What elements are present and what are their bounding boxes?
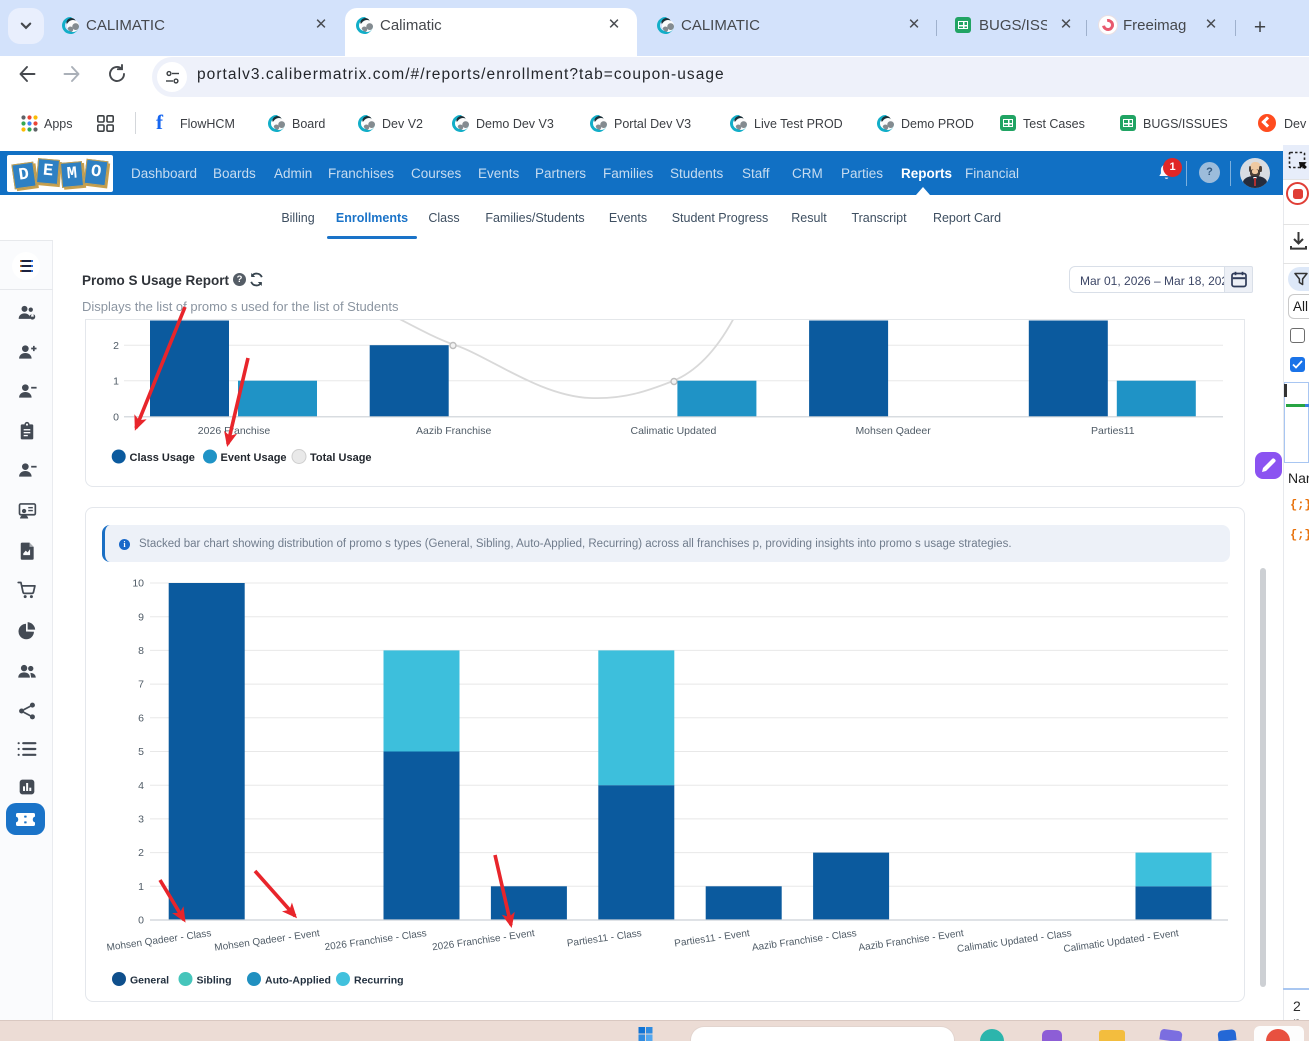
- svg-text:2026 Franchise - Class: 2026 Franchise - Class: [324, 928, 427, 953]
- svg-text:0: 0: [138, 915, 144, 927]
- svg-text:2026 Franchise - Event: 2026 Franchise - Event: [432, 928, 536, 953]
- svg-text:Parties11 - Class: Parties11 - Class: [566, 928, 642, 949]
- svg-text:Mohsen Qadeer: Mohsen Qadeer: [855, 425, 931, 437]
- svg-text:Calimatic Updated - Event: Calimatic Updated - Event: [1063, 928, 1180, 955]
- svg-text:Class Usage: Class Usage: [130, 452, 195, 464]
- svg-text:2: 2: [113, 340, 119, 352]
- svg-text:Aazib Franchise: Aazib Franchise: [416, 425, 491, 437]
- svg-text:9: 9: [138, 611, 144, 623]
- svg-text:3: 3: [138, 814, 144, 826]
- svg-text:4: 4: [138, 780, 144, 792]
- svg-text:Mohsen Qadeer - Class: Mohsen Qadeer - Class: [106, 928, 212, 954]
- svg-text:Parties11 - Event: Parties11 - Event: [674, 928, 751, 949]
- svg-text:Recurring: Recurring: [354, 975, 404, 987]
- svg-text:5: 5: [138, 746, 144, 758]
- svg-text:2: 2: [138, 847, 144, 859]
- svg-text:Event Usage: Event Usage: [221, 452, 287, 464]
- svg-text:10: 10: [132, 578, 144, 590]
- svg-text:General: General: [130, 975, 169, 987]
- svg-text:6: 6: [138, 712, 144, 724]
- svg-text:0: 0: [113, 411, 119, 423]
- svg-text:Parties11: Parties11: [1091, 425, 1135, 437]
- svg-text:1: 1: [138, 881, 144, 893]
- svg-text:Aazib Franchise - Event: Aazib Franchise - Event: [858, 928, 965, 954]
- svg-text:7: 7: [138, 679, 144, 691]
- svg-text:Sibling: Sibling: [197, 975, 232, 987]
- svg-text:1: 1: [113, 375, 119, 387]
- svg-text:Calimatic Updated - Class: Calimatic Updated - Class: [956, 928, 1072, 955]
- svg-text:Mohsen Qadeer - Event: Mohsen Qadeer - Event: [214, 928, 321, 954]
- svg-text:Auto-Applied: Auto-Applied: [265, 975, 331, 987]
- svg-text:Total Usage: Total Usage: [310, 452, 372, 464]
- svg-text:8: 8: [138, 645, 144, 657]
- svg-text:Calimatic Updated: Calimatic Updated: [631, 425, 717, 437]
- svg-text:2026 Franchise: 2026 Franchise: [198, 425, 271, 437]
- svg-text:Aazib Franchise - Class: Aazib Franchise - Class: [751, 928, 857, 954]
